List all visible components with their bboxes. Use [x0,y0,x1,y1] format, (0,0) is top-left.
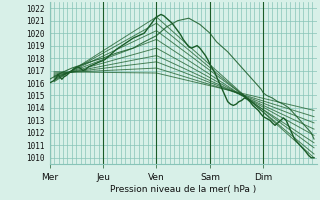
X-axis label: Pression niveau de la mer( hPa ): Pression niveau de la mer( hPa ) [110,185,256,194]
